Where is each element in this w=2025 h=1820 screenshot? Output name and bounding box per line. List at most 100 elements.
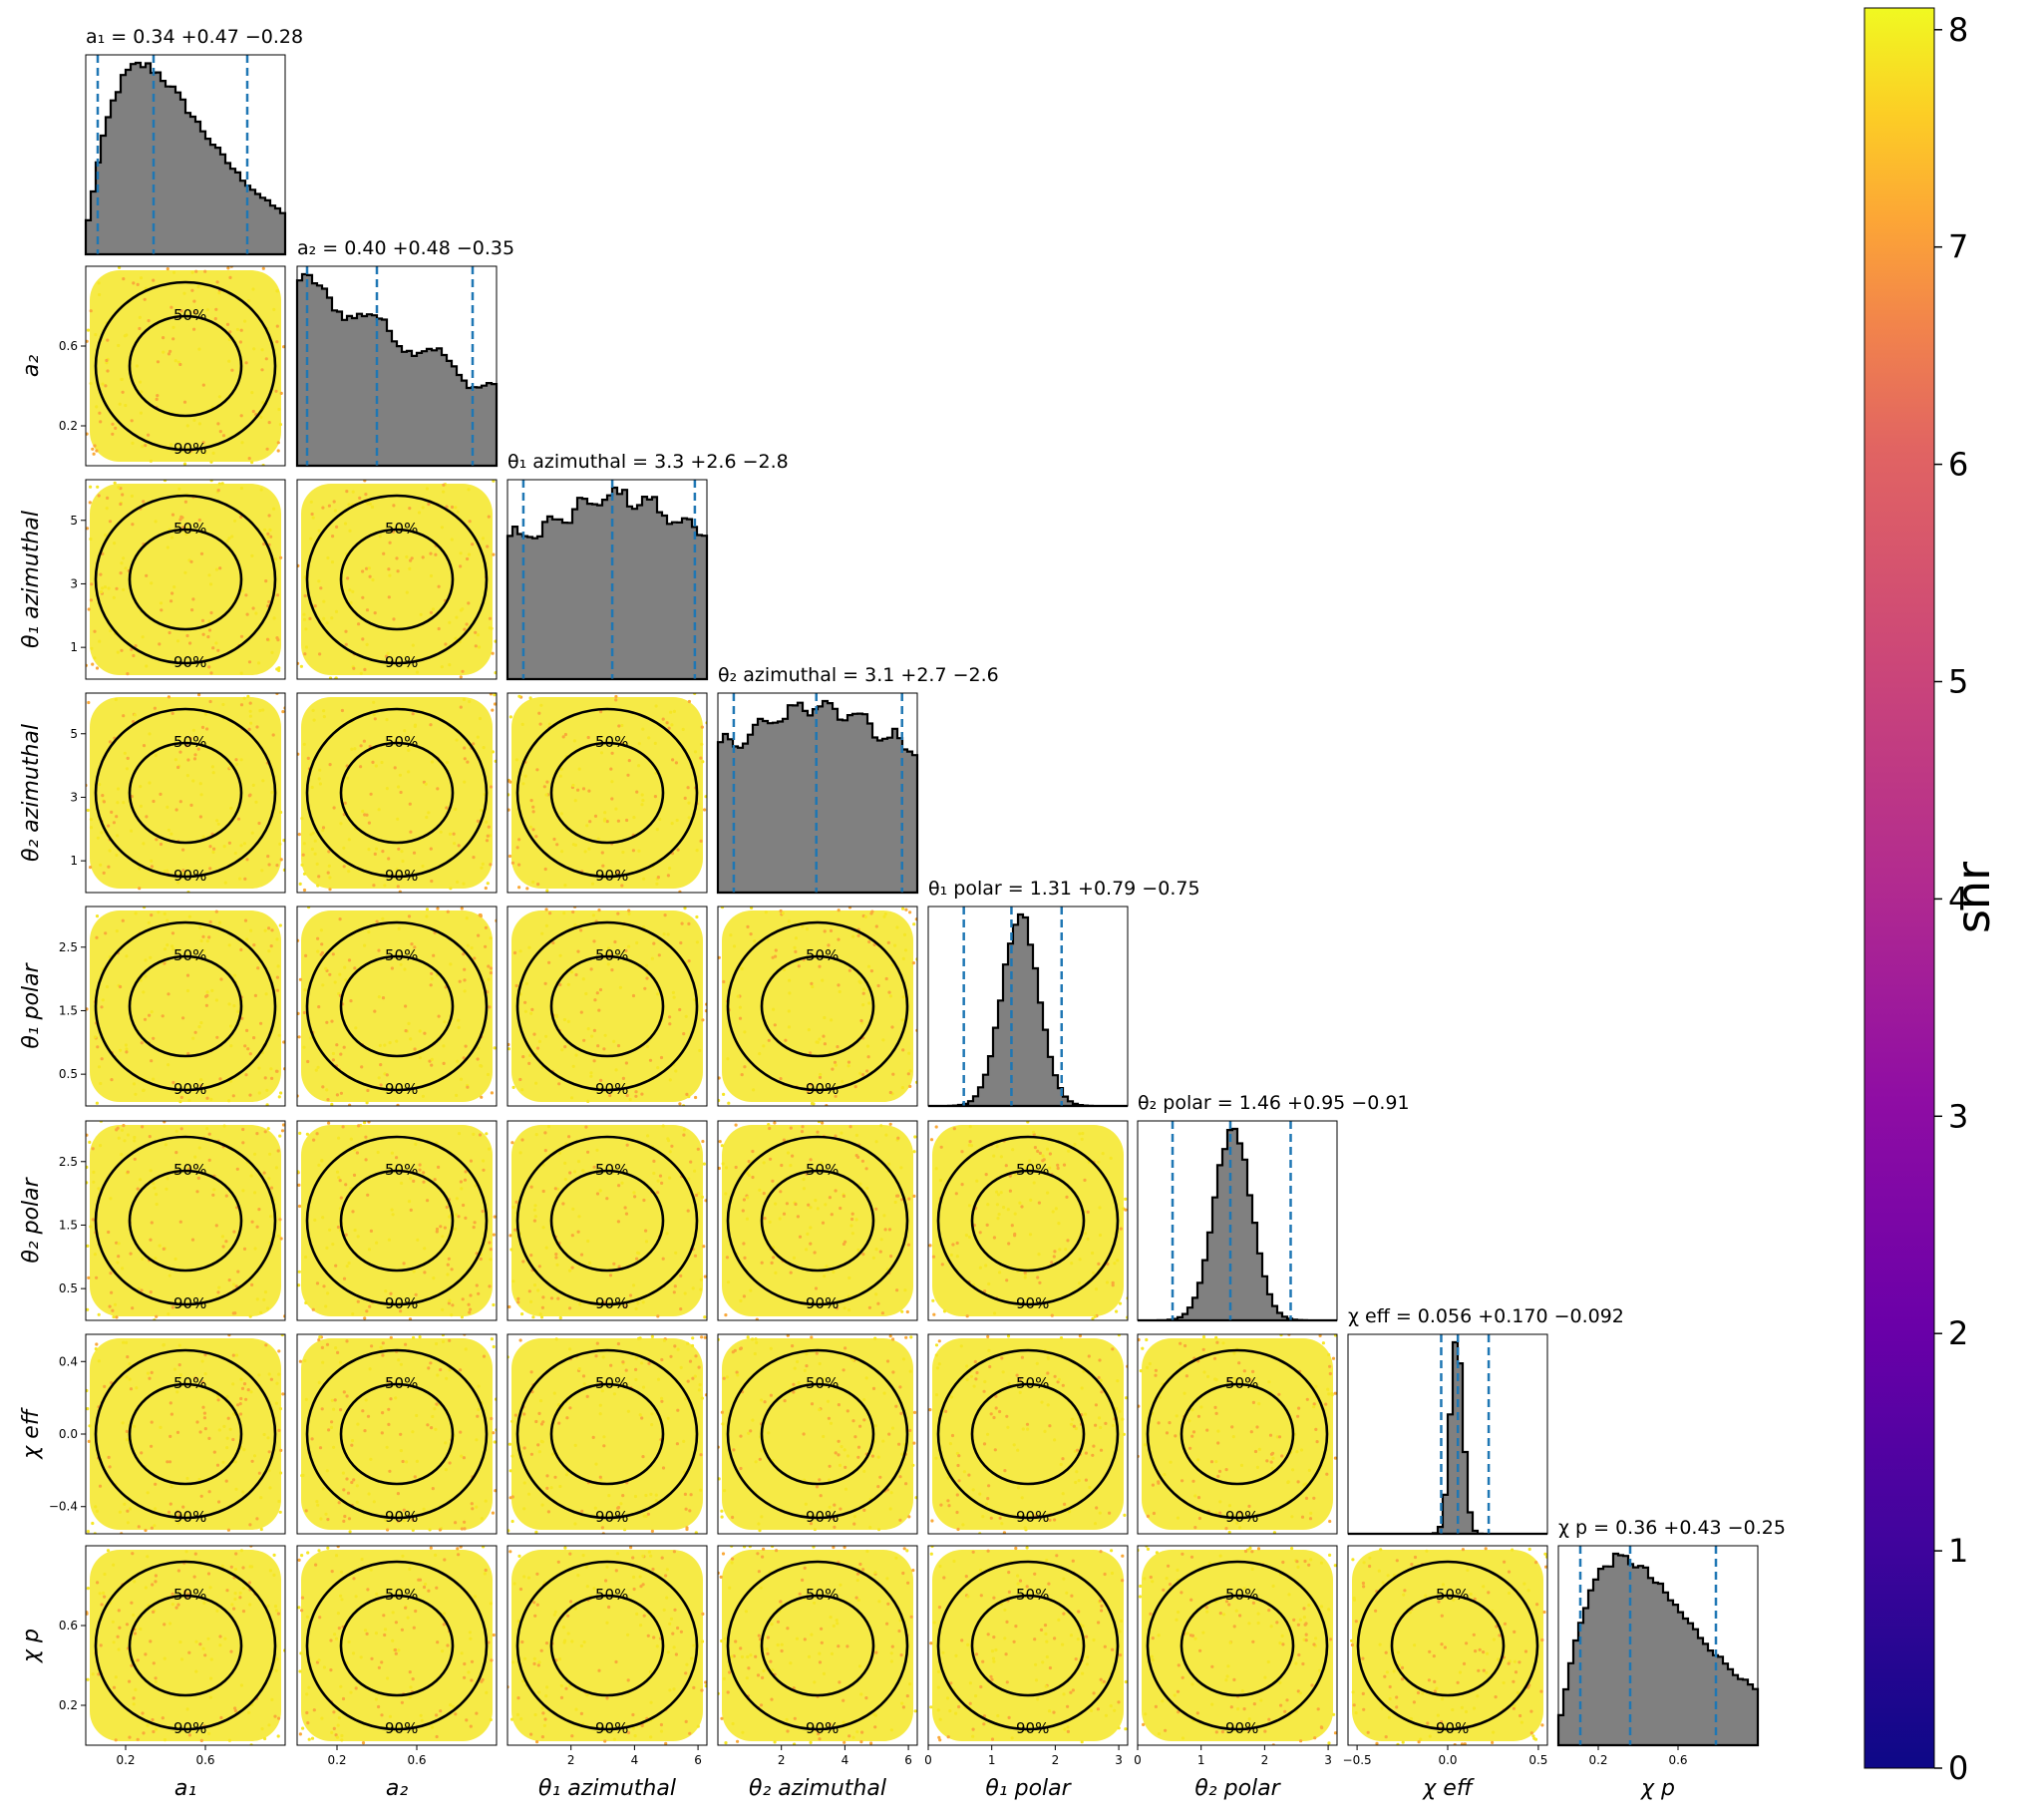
sample-point xyxy=(207,1436,211,1440)
sample-point xyxy=(617,1184,621,1188)
sample-point xyxy=(117,486,121,490)
panel-frame xyxy=(1557,1545,1759,1746)
sample-point xyxy=(115,1128,119,1132)
sample-point xyxy=(1351,1558,1355,1562)
contour-90 xyxy=(94,280,277,452)
sample-point xyxy=(199,938,203,943)
sample-point xyxy=(259,488,263,492)
sample-point xyxy=(1097,1160,1101,1164)
sample-point xyxy=(853,1085,857,1089)
sample-point xyxy=(1122,1432,1126,1436)
contour-90 xyxy=(936,1135,1120,1306)
sample-point xyxy=(531,1315,535,1319)
sample-point xyxy=(393,1647,397,1652)
sample-point xyxy=(934,1167,938,1171)
sample-point xyxy=(633,1494,638,1499)
sample-point xyxy=(1052,1255,1056,1259)
sample-point xyxy=(1302,1607,1306,1611)
sample-point xyxy=(1352,1703,1356,1707)
sample-point xyxy=(724,1313,728,1317)
sample-point xyxy=(322,715,326,719)
sample-point xyxy=(847,1734,851,1738)
sample-point xyxy=(275,636,279,640)
sample-point xyxy=(990,1677,994,1681)
sample-point xyxy=(757,1522,761,1526)
sample-point xyxy=(244,593,248,597)
sample-point xyxy=(227,841,231,845)
sample-point xyxy=(276,441,280,445)
sample-point xyxy=(1046,1371,1050,1375)
sample-point xyxy=(331,1051,335,1056)
sample-point xyxy=(111,422,115,426)
sample-point xyxy=(1247,1717,1251,1721)
sample-point xyxy=(183,570,187,574)
sample-density xyxy=(932,1125,1124,1316)
sample-point xyxy=(1013,1173,1018,1177)
sample-point xyxy=(488,626,492,630)
sample-point xyxy=(116,1635,120,1638)
x-tick-label: 6 xyxy=(694,1753,702,1767)
sample-point xyxy=(843,1306,846,1310)
sample-point xyxy=(1059,1336,1064,1340)
sample-point xyxy=(766,1636,771,1639)
sample-point xyxy=(780,1163,784,1168)
sample-point xyxy=(1024,1528,1028,1532)
sample-point xyxy=(512,1582,516,1586)
sample-point xyxy=(278,1510,282,1514)
sample-point xyxy=(228,766,232,770)
y-tick-label: 0.6 xyxy=(59,1619,78,1633)
sample-point xyxy=(199,551,204,555)
sample-point xyxy=(275,1657,279,1661)
sample-point xyxy=(507,1442,511,1446)
sample-point xyxy=(223,881,227,885)
sample-point xyxy=(346,776,350,780)
sample-point xyxy=(1110,1549,1114,1553)
sample-point xyxy=(135,364,139,368)
sample-point xyxy=(1066,1704,1070,1708)
sample-point xyxy=(816,1130,820,1134)
sample-point xyxy=(274,557,278,561)
sample-point xyxy=(1301,1661,1305,1666)
sample-point xyxy=(740,1073,744,1077)
sample-point xyxy=(184,532,188,537)
sample-point xyxy=(1193,1494,1197,1498)
sample-point xyxy=(718,1477,721,1481)
sample-point xyxy=(955,1255,959,1259)
sample-point xyxy=(216,1290,220,1294)
x-tick-label: 0.6 xyxy=(407,1753,426,1767)
sample-point xyxy=(440,665,444,669)
sample-point xyxy=(394,1651,398,1655)
sample-point xyxy=(260,869,264,873)
sample-point xyxy=(371,577,375,582)
sample-point xyxy=(1232,1351,1236,1355)
sample-point xyxy=(1350,1638,1354,1642)
sample-point xyxy=(388,573,392,577)
sample-point xyxy=(607,1494,611,1498)
sample-point xyxy=(911,1569,915,1573)
sample-point xyxy=(152,1729,156,1734)
sample-point xyxy=(252,1454,257,1458)
sample-point xyxy=(381,850,385,854)
sample-point xyxy=(573,923,577,927)
sample-point xyxy=(227,1738,231,1742)
sample-point xyxy=(1023,1271,1027,1274)
sample-point xyxy=(1296,1414,1300,1418)
sample-point xyxy=(507,1529,510,1533)
sample-point xyxy=(805,1352,809,1356)
sample-point xyxy=(820,1161,824,1165)
sample-point xyxy=(884,976,888,981)
sample-point xyxy=(248,793,252,797)
sample-point xyxy=(261,266,265,270)
sample-point xyxy=(374,764,378,768)
sample-point xyxy=(265,1103,269,1106)
sample-point xyxy=(864,1167,868,1171)
sample-point xyxy=(349,600,353,605)
sample-point xyxy=(423,1247,427,1251)
sample-point xyxy=(211,1193,215,1197)
sample-point xyxy=(1033,1638,1037,1641)
sample-point xyxy=(245,858,249,862)
sample-point xyxy=(1247,1504,1251,1508)
sample-point xyxy=(533,1204,537,1208)
sample-point xyxy=(620,1181,624,1185)
sample-point xyxy=(247,727,251,732)
